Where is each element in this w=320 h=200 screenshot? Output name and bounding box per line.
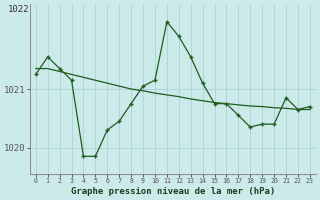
Text: 1022: 1022 (8, 5, 30, 14)
X-axis label: Graphe pression niveau de la mer (hPa): Graphe pression niveau de la mer (hPa) (71, 187, 275, 196)
